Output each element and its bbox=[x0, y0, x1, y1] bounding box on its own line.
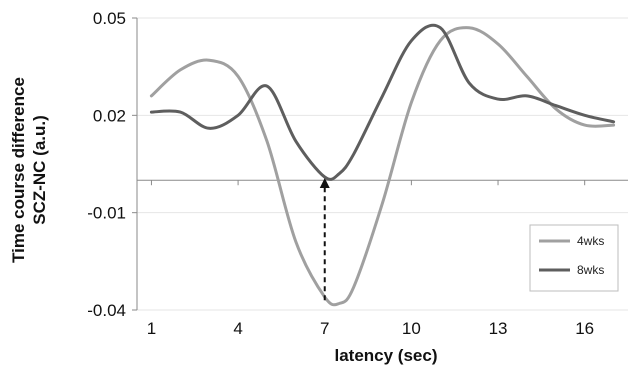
tick-labels: -0.04 -0.01 0.02 0.05 1 4 7 10 13 16 bbox=[87, 9, 594, 338]
legend: 4wks 8wks bbox=[529, 224, 619, 292]
series-lines bbox=[149, 23, 616, 307]
annotation-arrowhead bbox=[319, 177, 330, 188]
x-tick-label-3: 10 bbox=[402, 319, 421, 338]
x-axis-title: latency (sec) bbox=[335, 346, 438, 365]
y-tick-label-0: -0.04 bbox=[87, 301, 126, 320]
x-tick-label-5: 16 bbox=[575, 319, 594, 338]
axes bbox=[132, 17, 628, 311]
x-tick-label-4: 13 bbox=[489, 319, 508, 338]
series-line-8wks bbox=[149, 23, 616, 181]
legend-label-4wks: 4wks bbox=[577, 234, 604, 248]
y-axis-title-line1: Time course difference bbox=[9, 77, 28, 263]
y-tick-label-3: 0.05 bbox=[93, 9, 126, 28]
y-axis-title-line2: SCZ-NC (a.u.) bbox=[30, 115, 49, 225]
x-tick-label-2: 7 bbox=[320, 319, 329, 338]
x-tick-label-0: 1 bbox=[147, 319, 156, 338]
legend-label-8wks: 8wks bbox=[577, 263, 604, 277]
gridlines bbox=[137, 17, 628, 311]
x-tick-label-1: 4 bbox=[233, 319, 242, 338]
y-tick-label-1: -0.01 bbox=[87, 204, 126, 223]
legend-box bbox=[529, 224, 619, 292]
y-tick-label-2: 0.02 bbox=[93, 106, 126, 125]
series-line-4wks bbox=[149, 26, 616, 307]
annotation bbox=[319, 177, 330, 301]
